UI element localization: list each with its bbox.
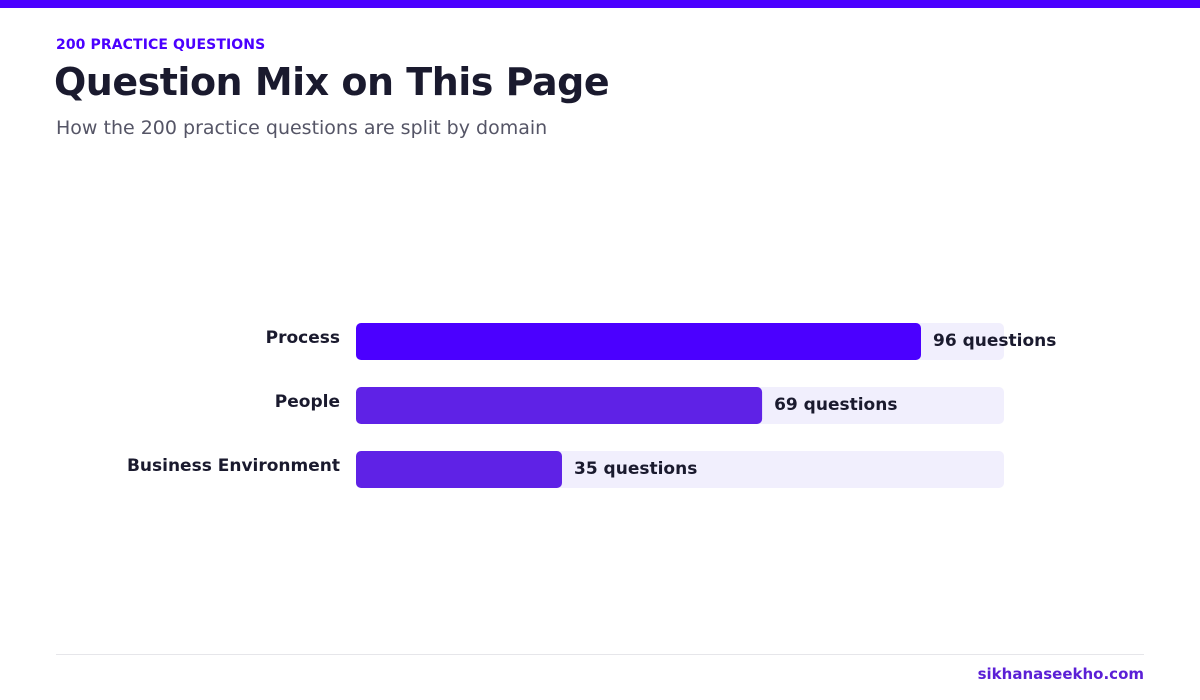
- category-label: Business Environment: [127, 456, 340, 476]
- bar-people: [356, 387, 763, 424]
- bar-business-environment: [356, 451, 562, 488]
- category-label: Process: [266, 328, 340, 348]
- page-title: Question Mix on This Page: [54, 60, 610, 104]
- eyebrow-label: 200 PRACTICE QUESTIONS: [56, 37, 266, 53]
- value-label: 35 questions: [574, 459, 697, 479]
- footer-divider: [56, 654, 1144, 655]
- page-subtitle: How the 200 practice questions are split…: [56, 117, 548, 139]
- bar-process: [356, 323, 921, 360]
- category-label: People: [275, 392, 340, 412]
- value-label: 69 questions: [774, 395, 897, 415]
- value-label: 96 questions: [933, 331, 1056, 351]
- top-accent-bar: [0, 0, 1200, 8]
- footer-brand: sikhanaseekho.com: [977, 665, 1144, 683]
